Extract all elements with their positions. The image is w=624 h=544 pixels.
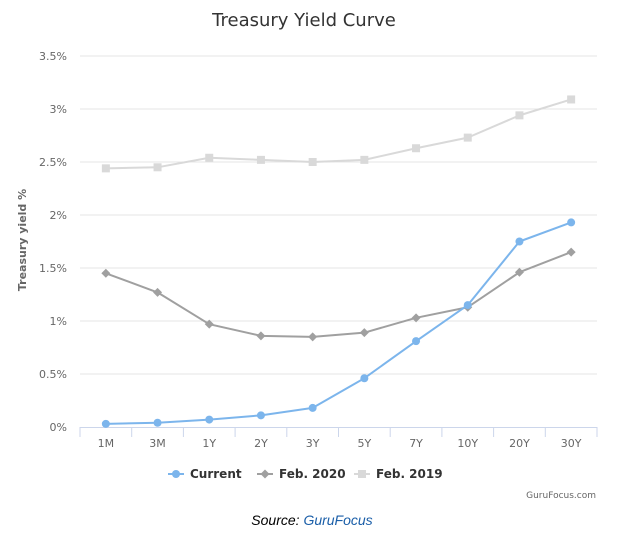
- data-point[interactable]: [205, 415, 214, 424]
- legend-marker: [260, 469, 270, 479]
- data-point[interactable]: [256, 411, 265, 420]
- data-point[interactable]: [515, 111, 524, 120]
- data-point[interactable]: [153, 163, 162, 172]
- data-point[interactable]: [514, 267, 524, 277]
- y-tick-label: 0%: [50, 421, 67, 434]
- series-feb-2019: [101, 95, 576, 173]
- data-point[interactable]: [153, 287, 163, 297]
- x-tick-label: 10Y: [457, 437, 478, 450]
- data-point[interactable]: [101, 268, 111, 278]
- data-point[interactable]: [204, 319, 214, 329]
- series-line[interactable]: [105, 251, 572, 338]
- y-tick-label: 2%: [50, 209, 67, 222]
- data-point[interactable]: [205, 153, 214, 162]
- data-point[interactable]: [101, 164, 110, 173]
- legend-marker: [172, 470, 180, 478]
- data-point[interactable]: [567, 95, 576, 104]
- gridlines: [80, 55, 597, 375]
- y-tick-label: 1%: [50, 315, 67, 328]
- data-point[interactable]: [463, 133, 472, 142]
- x-tick-label: 5Y: [357, 437, 371, 450]
- data-point[interactable]: [359, 328, 369, 338]
- data-point[interactable]: [411, 313, 421, 323]
- y-axis-title: Treasury yield %: [16, 189, 29, 291]
- y-tick-label: 0.5%: [39, 368, 67, 381]
- data-point[interactable]: [360, 155, 369, 164]
- x-tick-label: 1Y: [202, 437, 216, 450]
- legend-marker: [358, 470, 366, 478]
- legend-label: Current: [190, 467, 242, 481]
- data-point[interactable]: [308, 332, 318, 342]
- data-point[interactable]: [515, 237, 524, 246]
- chart-credit[interactable]: GuruFocus.com: [526, 491, 596, 501]
- series-feb-2020: [101, 247, 576, 342]
- legend-item-feb-2020[interactable]: Feb. 2020: [257, 467, 346, 481]
- x-tick-label: 2Y: [254, 437, 268, 450]
- legend-label: Feb. 2019: [376, 467, 443, 481]
- x-tick-label: 3Y: [306, 437, 320, 450]
- data-point[interactable]: [256, 331, 266, 341]
- x-tick-label: 30Y: [561, 437, 582, 450]
- data-point[interactable]: [101, 419, 110, 428]
- caption-prefix: Source:: [251, 512, 304, 528]
- series-line[interactable]: [105, 221, 572, 425]
- axes: 0% 0.5% 1% 1.5% 2% 2.5% 3% 3.5% 1M 3M 1Y 2Y 3Y 5Y 7Y 10…: [39, 50, 598, 450]
- x-tick-label: 20Y: [509, 437, 530, 450]
- data-point[interactable]: [412, 144, 421, 153]
- data-point[interactable]: [360, 374, 369, 383]
- x-tick-label: 7Y: [409, 437, 423, 450]
- chart-title: Treasury Yield Curve: [211, 10, 396, 31]
- legend-item-feb-2019[interactable]: Feb. 2019: [354, 467, 443, 481]
- source-link[interactable]: GuruFocus: [303, 512, 373, 528]
- data-point[interactable]: [566, 247, 576, 257]
- series-line[interactable]: [105, 98, 572, 170]
- y-tick-label: 1.5%: [39, 262, 67, 275]
- data-point[interactable]: [308, 403, 317, 412]
- data-point[interactable]: [412, 337, 421, 346]
- x-tick-label: 1M: [98, 437, 115, 450]
- data-point[interactable]: [567, 218, 576, 227]
- legend-item-current[interactable]: Current: [168, 467, 242, 481]
- source-caption: Source: GuruFocus: [0, 512, 624, 528]
- x-tick-label: 3M: [149, 437, 166, 450]
- y-tick-label: 3%: [50, 103, 67, 116]
- data-point[interactable]: [153, 418, 162, 427]
- data-point[interactable]: [463, 301, 472, 310]
- series-current: [101, 218, 576, 428]
- y-tick-label: 2.5%: [39, 156, 67, 169]
- data-point[interactable]: [256, 155, 265, 164]
- data-point[interactable]: [308, 158, 317, 166]
- series-group: [101, 95, 576, 428]
- legend-label: Feb. 2020: [279, 467, 346, 481]
- y-tick-label: 3.5%: [39, 50, 67, 63]
- legend[interactable]: Current Feb. 2020 Feb. 2019: [168, 467, 443, 481]
